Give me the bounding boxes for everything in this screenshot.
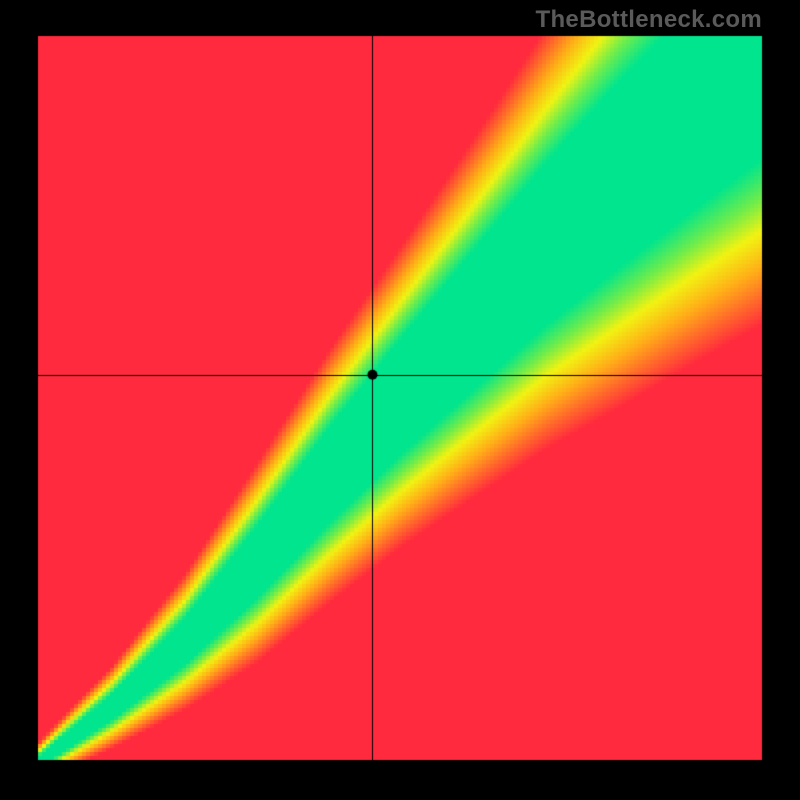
watermark-text: TheBottleneck.com (536, 6, 762, 34)
bottleneck-heatmap (0, 0, 800, 800)
